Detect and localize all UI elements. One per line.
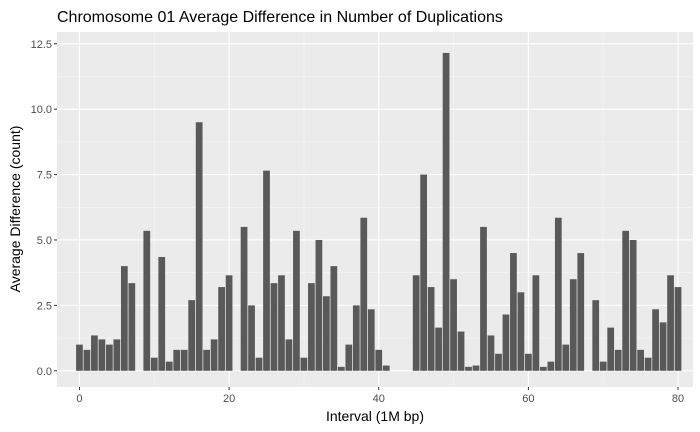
bar [106, 344, 113, 371]
x-axis-title: Interval (1M bp) [326, 408, 424, 424]
bar [195, 122, 203, 371]
bar [158, 256, 166, 371]
bar [562, 344, 570, 371]
y-tick-label: 2.5 [37, 300, 52, 312]
bar [225, 275, 233, 371]
bar [285, 339, 293, 371]
bar [629, 239, 637, 371]
y-axis-title: Average Difference (count) [7, 126, 23, 293]
bar [270, 283, 278, 371]
bar [345, 344, 353, 371]
bar [330, 266, 338, 371]
y-tick-label: 5.0 [37, 235, 52, 247]
bar [472, 365, 480, 371]
bar [180, 349, 188, 371]
bar [120, 266, 128, 371]
bar [607, 327, 615, 371]
bar [83, 349, 91, 371]
bar [300, 357, 308, 371]
x-tick-label: 40 [373, 393, 385, 405]
y-tick-label: 0.0 [37, 366, 52, 378]
bar [143, 230, 151, 371]
x-tick-label: 60 [522, 393, 534, 405]
bar [495, 353, 502, 371]
bar [113, 339, 121, 371]
bar [293, 230, 300, 371]
bar [375, 349, 383, 371]
bar [554, 217, 562, 371]
bar [480, 226, 487, 371]
bar [457, 331, 465, 371]
bar [599, 361, 607, 371]
bar [577, 253, 585, 371]
bar [637, 349, 644, 371]
bar [435, 327, 442, 371]
bar [255, 357, 263, 371]
bar [525, 353, 532, 371]
bar [547, 361, 555, 371]
bar [248, 305, 255, 371]
bar [150, 357, 158, 371]
bar [569, 279, 577, 371]
bar [91, 335, 98, 371]
bar [652, 309, 659, 371]
bar [539, 366, 547, 371]
bar [442, 52, 450, 371]
bar [128, 283, 136, 371]
bar [352, 305, 360, 371]
bar [622, 230, 630, 371]
bar [659, 322, 667, 371]
bar [592, 300, 600, 371]
bar [165, 361, 173, 371]
bars-group [76, 52, 682, 371]
bar [337, 366, 345, 371]
y-tick-label: 12.5 [31, 39, 52, 51]
bar [644, 357, 652, 371]
bar [517, 292, 525, 371]
x-tick-label: 80 [672, 393, 684, 405]
bar [510, 253, 517, 371]
x-tick-label: 0 [76, 393, 82, 405]
bar [382, 365, 390, 371]
bar [173, 349, 181, 371]
bar [308, 283, 315, 371]
y-axis-ticks: 0.0 2.5 5.0 7.5 10.0 12.5 [31, 39, 57, 378]
y-tick-label: 10.0 [31, 104, 52, 116]
bar [420, 174, 428, 371]
bar [76, 344, 83, 371]
bar [203, 349, 211, 371]
bar [465, 366, 472, 371]
bar [218, 287, 225, 371]
bar [614, 349, 622, 371]
bar [263, 170, 270, 371]
bar [210, 339, 218, 371]
bar [367, 309, 375, 371]
bar [674, 287, 682, 371]
y-tick-label: 7.5 [37, 170, 52, 182]
bar [278, 275, 285, 371]
bar [98, 339, 106, 371]
bar [667, 275, 674, 371]
bar [427, 287, 435, 371]
bar [532, 275, 540, 371]
bar [240, 226, 248, 371]
bar [322, 296, 330, 371]
x-axis-ticks: 0 20 40 60 80 [76, 387, 684, 405]
bar [315, 239, 323, 371]
bar [360, 217, 368, 371]
bar [188, 300, 196, 371]
chart-title: Chromosome 01 Average Difference in Numb… [57, 9, 503, 26]
x-tick-label: 20 [223, 393, 235, 405]
bar [487, 335, 495, 371]
bar [450, 279, 457, 371]
bar [412, 275, 420, 371]
bar [502, 314, 510, 371]
